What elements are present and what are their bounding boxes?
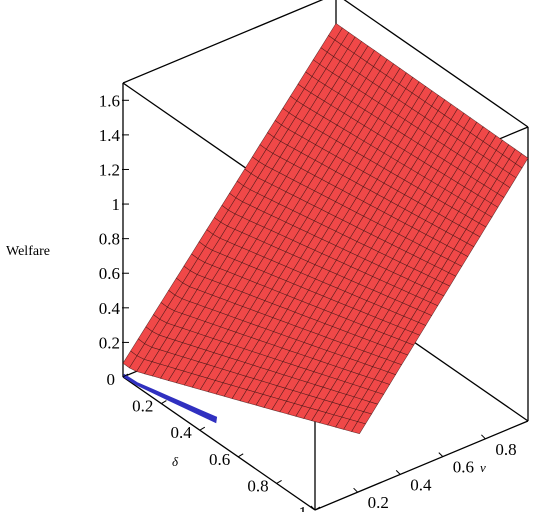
delta-tick: [314, 506, 321, 511]
v-tick: [481, 434, 486, 440]
z-tick-label: 1.6: [99, 91, 120, 110]
z-tick-label: 1.2: [99, 160, 120, 179]
z-tick-label: 1: [112, 195, 121, 214]
v-tick: [438, 452, 444, 457]
z-tick-label: 0.2: [99, 333, 120, 352]
v-tick-label: 0.8: [495, 440, 516, 459]
box-edge: [314, 420, 529, 511]
z-tick-label: 1.4: [99, 126, 121, 145]
delta-tick: [237, 453, 244, 458]
v-tick-label: 0.2: [368, 493, 389, 512]
z-tick-label: 0.8: [99, 230, 120, 249]
z-axis-title: Welfare: [6, 244, 50, 259]
surface-underside: [123, 373, 218, 424]
y-axis-title: v: [480, 460, 486, 475]
delta-tick-label: 0.8: [247, 476, 268, 495]
box-edge: [343, 0, 529, 128]
z-tick-label: 0.4: [99, 299, 121, 318]
v-tick-label: 0.4: [410, 475, 432, 494]
delta-tick: [276, 479, 282, 484]
delta-tick: [161, 400, 167, 405]
tick-labels: 0.20.40.60.811.21.41.600.20.40.60.8100.2…: [99, 91, 517, 512]
delta-tick-label: 0.2: [132, 397, 153, 416]
delta-tick-label: 1: [299, 503, 308, 512]
axis-ticks: [122, 99, 486, 511]
surface-mesh: [122, 23, 529, 435]
delta-tick-label: 0.6: [209, 450, 230, 469]
box-edge: [122, 0, 324, 84]
surface-patch: [351, 421, 366, 435]
delta-tick: [122, 373, 129, 378]
box-edge: [122, 376, 316, 511]
v-tick: [310, 505, 316, 511]
delta-tick-label: 0.4: [171, 423, 193, 442]
x-axis-title: δ: [172, 454, 179, 469]
v-tick: [353, 487, 358, 493]
z-tick-label: 0.6: [99, 264, 120, 283]
delta-tick: [199, 426, 206, 431]
delta-tick-label: 0: [107, 370, 116, 389]
v-tick-label: 0.6: [453, 458, 474, 477]
v-tick: [395, 470, 401, 475]
